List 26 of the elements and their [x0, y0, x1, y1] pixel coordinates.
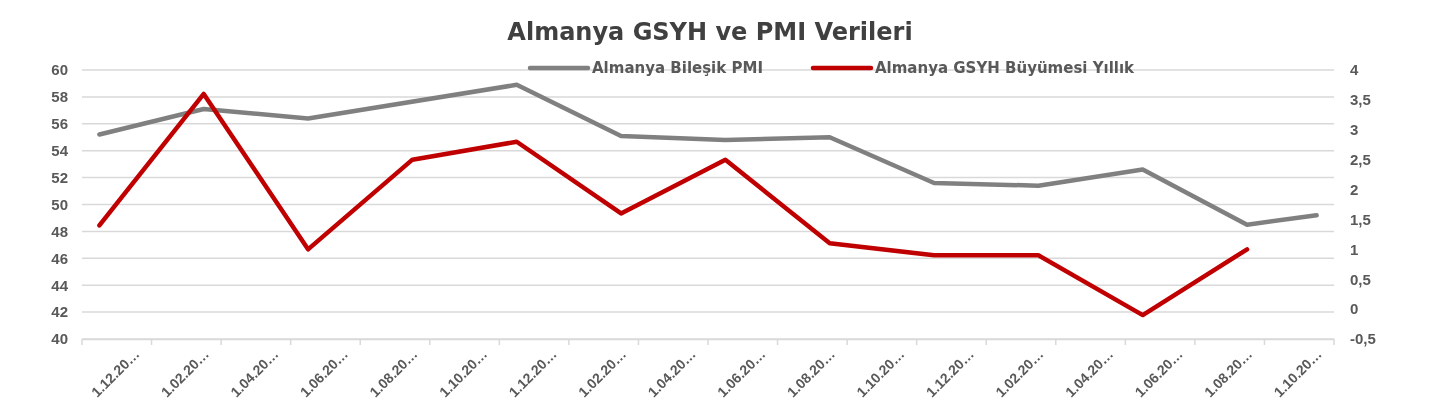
- y-tick-label: 58: [51, 88, 68, 106]
- y-tick-label: 48: [51, 222, 68, 240]
- y2-tick-label: 1: [1350, 240, 1359, 258]
- y-tick-label: 52: [51, 168, 68, 186]
- line-series: [97, 82, 1319, 227]
- y-tick-label: 50: [51, 195, 68, 213]
- y2-tick-label: 1,5: [1350, 210, 1371, 228]
- y2-tick-label: 2: [1350, 180, 1359, 198]
- y2-tick-label: 3,5: [1350, 91, 1371, 109]
- y-tick-label: 44: [51, 276, 69, 294]
- chart-title: Almanya GSYH ve PMI Verileri: [507, 18, 913, 46]
- y2-tick-label: 4: [1350, 61, 1359, 79]
- y2-tick-label: 0: [1350, 300, 1359, 318]
- y-tick-label: 40: [51, 330, 68, 348]
- y2-tick-label: 2,5: [1350, 150, 1371, 168]
- legend-label: Almanya GSYH Büyümesi Yıllık: [874, 59, 1136, 77]
- y2-tick-label: 0,5: [1350, 270, 1371, 288]
- y-tick-label: 46: [51, 249, 68, 267]
- y2-tick-label: -0,5: [1350, 330, 1376, 348]
- y-tick-label: 56: [51, 115, 68, 133]
- y-tick-label: 60: [51, 61, 68, 79]
- line-series: [97, 91, 1250, 318]
- y2-tick-label: 3: [1350, 121, 1359, 139]
- y-tick-label: 42: [51, 303, 68, 321]
- y-tick-label: 54: [51, 142, 69, 159]
- legend-label: Almanya Bileşik PMI: [592, 59, 763, 77]
